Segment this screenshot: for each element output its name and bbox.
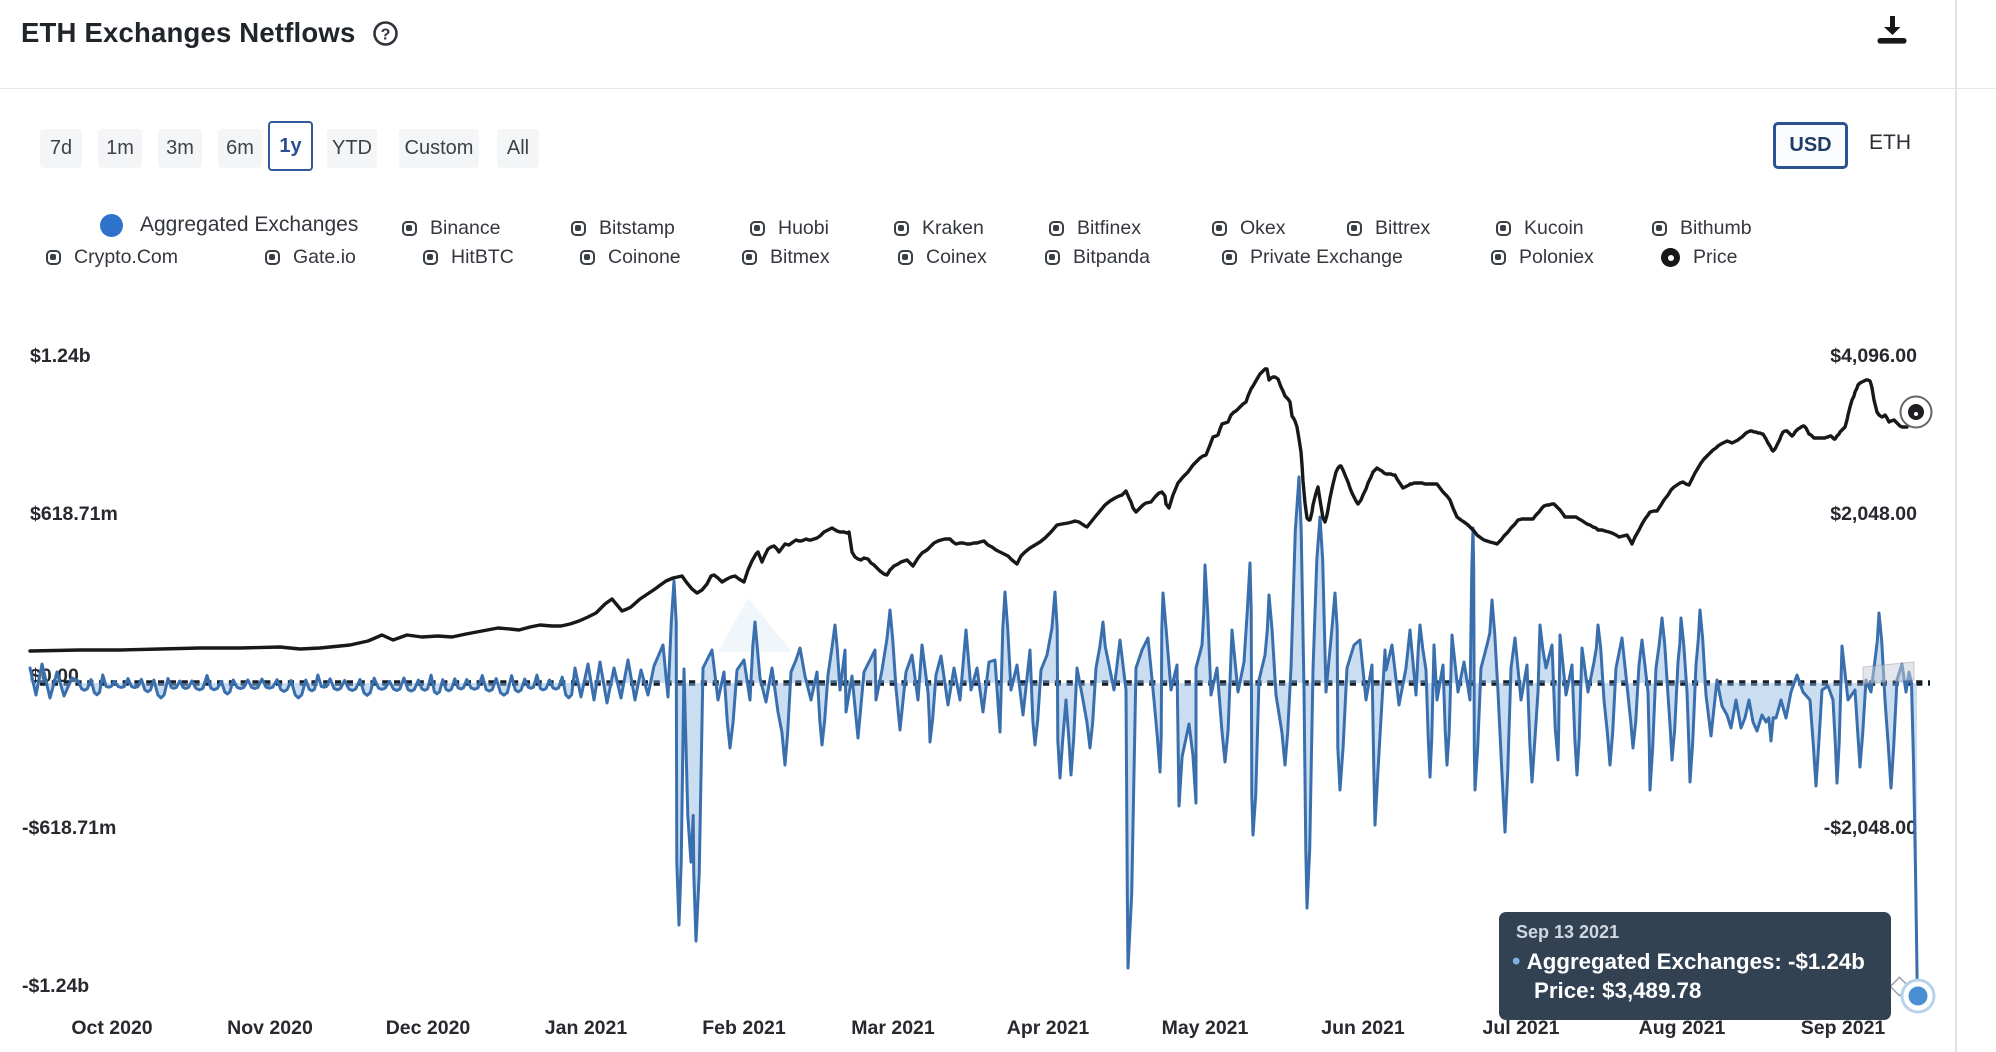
svg-text:Dec 2020: Dec 2020 [386, 1017, 471, 1039]
svg-text:-$1.24b: -$1.24b [22, 975, 89, 997]
svg-text:Oct 2020: Oct 2020 [71, 1017, 152, 1039]
svg-text:Mar 2021: Mar 2021 [851, 1017, 935, 1039]
svg-text:$4,096.00: $4,096.00 [1830, 345, 1917, 367]
svg-text:-$2,048.00: -$2,048.00 [1824, 817, 1917, 839]
svg-text:Jan 2021: Jan 2021 [545, 1017, 628, 1039]
svg-text:$1.24b: $1.24b [30, 345, 91, 367]
svg-text:Apr 2021: Apr 2021 [1007, 1017, 1090, 1039]
svg-text:Feb 2021: Feb 2021 [702, 1017, 786, 1039]
svg-text:$2,048.00: $2,048.00 [1830, 503, 1917, 525]
svg-text:Jun 2021: Jun 2021 [1321, 1017, 1405, 1039]
svg-text:May 2021: May 2021 [1162, 1017, 1249, 1039]
svg-text:Aug 2021: Aug 2021 [1639, 1017, 1726, 1039]
svg-text:Jul 2021: Jul 2021 [1483, 1017, 1560, 1039]
svg-text:$618.71m: $618.71m [30, 503, 118, 525]
svg-text:?: ? [381, 27, 391, 44]
svg-text:Sep 2021: Sep 2021 [1801, 1017, 1886, 1039]
svg-text:Nov 2020: Nov 2020 [227, 1017, 313, 1039]
svg-text:-$618.71m: -$618.71m [22, 817, 116, 839]
